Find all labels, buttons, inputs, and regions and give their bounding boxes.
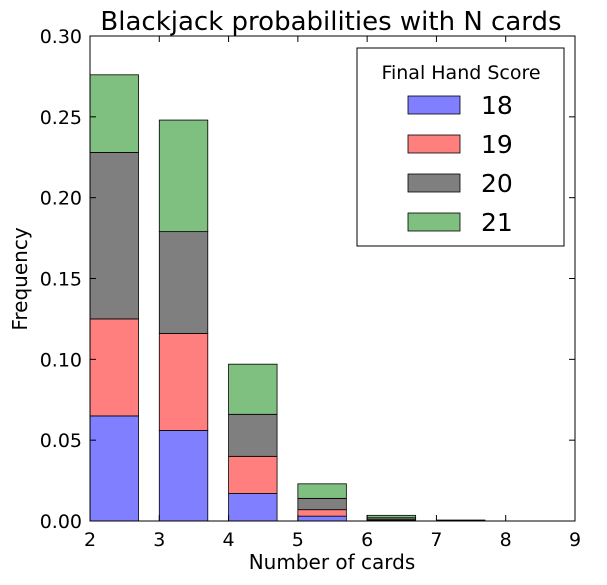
- y-tick-label: 0.00: [40, 511, 82, 533]
- y-tick-label: 0.25: [40, 107, 82, 129]
- legend-label-18: 18: [481, 91, 513, 120]
- legend-label-19: 19: [481, 130, 513, 159]
- bar-20-5: [298, 498, 347, 509]
- legend-swatch-20: [408, 174, 460, 192]
- legend-swatch-21: [408, 213, 460, 231]
- bar-19-3: [159, 333, 208, 430]
- bar-20-2: [90, 152, 139, 319]
- bar-21-5: [298, 484, 347, 499]
- legend-label-21: 21: [481, 208, 513, 237]
- y-tick-label: 0.10: [40, 349, 82, 371]
- x-tick-label: 3: [153, 529, 165, 551]
- bar-20-3: [159, 232, 208, 334]
- chart-title: Blackjack probabilities with N cards: [100, 7, 561, 37]
- x-tick-label: 6: [361, 529, 373, 551]
- bar-18-3: [159, 430, 208, 521]
- x-tick-label: 9: [569, 529, 581, 551]
- y-tick-label: 0.15: [40, 269, 82, 291]
- legend-swatch-18: [408, 96, 460, 114]
- bar-18-2: [90, 416, 139, 521]
- bar-18-4: [229, 494, 278, 521]
- y-tick-label: 0.30: [40, 26, 82, 48]
- legend: Final Hand Score 18 19 20 21: [357, 48, 564, 246]
- bar-19-4: [229, 456, 278, 493]
- bar-21-4: [229, 364, 278, 414]
- x-tick-label: 8: [500, 529, 512, 551]
- bar-19-2: [90, 319, 139, 416]
- x-tick-label: 2: [84, 529, 96, 551]
- bar-21-6: [367, 515, 416, 517]
- bar-20-4: [229, 414, 278, 456]
- x-axis-label: Number of cards: [249, 550, 416, 574]
- y-tick-label: 0.20: [40, 188, 82, 210]
- x-tick-label: 7: [430, 529, 442, 551]
- bar-21-3: [159, 120, 208, 232]
- bar-19-5: [298, 510, 347, 516]
- legend-title: Final Hand Score: [381, 62, 540, 84]
- bar-21-2: [90, 75, 139, 153]
- y-axis-label: Frequency: [8, 227, 32, 330]
- legend-swatch-19: [408, 135, 460, 153]
- y-tick-label: 0.05: [40, 430, 82, 452]
- x-tick-label: 4: [223, 529, 235, 551]
- x-tick-label: 5: [292, 529, 304, 551]
- bar-18-5: [298, 516, 347, 521]
- legend-label-20: 20: [481, 169, 513, 198]
